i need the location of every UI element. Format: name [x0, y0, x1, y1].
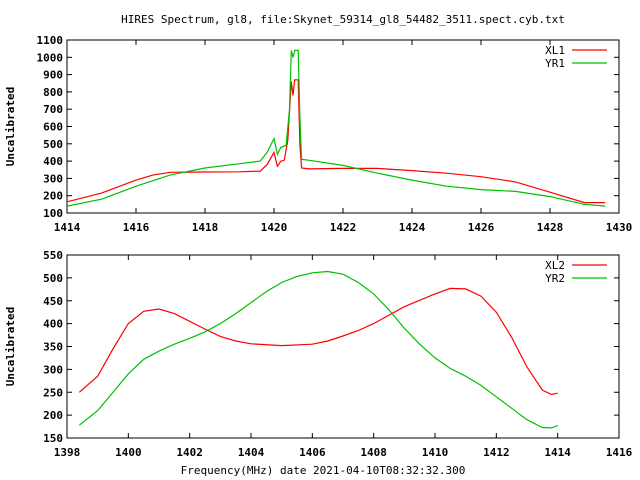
x-tick-label: 1420 [261, 221, 288, 234]
x-tick-label: 1426 [468, 221, 495, 234]
y-tick-label: 1000 [37, 51, 64, 64]
y-tick-label: 800 [43, 86, 63, 99]
y-tick-label: 400 [43, 155, 63, 168]
legend-label: YR1 [545, 57, 565, 70]
y-tick-label: 150 [43, 432, 63, 445]
x-tick-label: 1424 [399, 221, 426, 234]
plot-2: 1398 1400 1402 1404 1406 1408 1410 1412 1414 1416… [4, 249, 633, 459]
series-line-XL1 [66, 79, 606, 204]
y-tick-label: 400 [43, 318, 63, 331]
y-tick-label: 600 [43, 121, 63, 134]
series-line-YR2 [78, 270, 558, 429]
y-tick-label: 100 [43, 207, 63, 220]
x-tick-label: 1408 [360, 446, 387, 459]
y-tick-label: 300 [43, 363, 63, 376]
plot-frame [66, 39, 620, 214]
y-tick-label: 250 [43, 386, 63, 399]
x-tick-label: 1404 [238, 446, 265, 459]
y-axis-label: Uncalibrated [4, 87, 17, 166]
y-tick-label: 1100 [37, 34, 64, 47]
x-tick-label: 1428 [537, 221, 564, 234]
plot-frame [66, 254, 620, 439]
legend-label: XL1 [545, 44, 565, 57]
legend-label: YR2 [545, 272, 565, 285]
y-tick-label: 500 [43, 272, 63, 285]
y-tick-label: 300 [43, 172, 63, 185]
y-tick-label: 350 [43, 341, 63, 354]
x-tick-label: 1416 [606, 446, 633, 459]
y-tick-label: 200 [43, 190, 63, 203]
x-tick-label: 1430 [606, 221, 633, 234]
legend-label: XL2 [545, 259, 565, 272]
y-tick-label: 450 [43, 295, 63, 308]
x-tick-label: 1412 [483, 446, 510, 459]
x-tick-label: 1414 [544, 446, 571, 459]
x-tick-label: 1410 [422, 446, 449, 459]
y-tick-label: 550 [43, 249, 63, 262]
series-line-YR1 [66, 49, 606, 207]
x-tick-label: 1400 [115, 446, 142, 459]
x-tick-label: 1414 [54, 221, 81, 234]
x-tick-label: 1398 [54, 446, 81, 459]
x-tick-label: 1422 [330, 221, 357, 234]
y-tick-label: 900 [43, 69, 63, 82]
chart-title: HIRES Spectrum, gl8, file:Skynet_59314_g… [121, 13, 565, 26]
x-tick-label: 1402 [176, 446, 203, 459]
x-axis-label: Frequency(MHz) date 2021-04-10T08:32:32.… [181, 464, 466, 477]
y-tick-label: 500 [43, 138, 63, 151]
x-tick-label: 1406 [299, 446, 326, 459]
x-tick-label: 1416 [123, 221, 150, 234]
y-tick-label: 700 [43, 103, 63, 116]
series-line-XL2 [78, 287, 558, 396]
plot-1: 1414 1416 1418 1420 1422 1424 1426 1428 1430 100 2… [4, 34, 632, 234]
y-tick-label: 200 [43, 409, 63, 422]
x-tick-label: 1418 [192, 221, 219, 234]
y-axis-label: Uncalibrated [4, 307, 17, 386]
